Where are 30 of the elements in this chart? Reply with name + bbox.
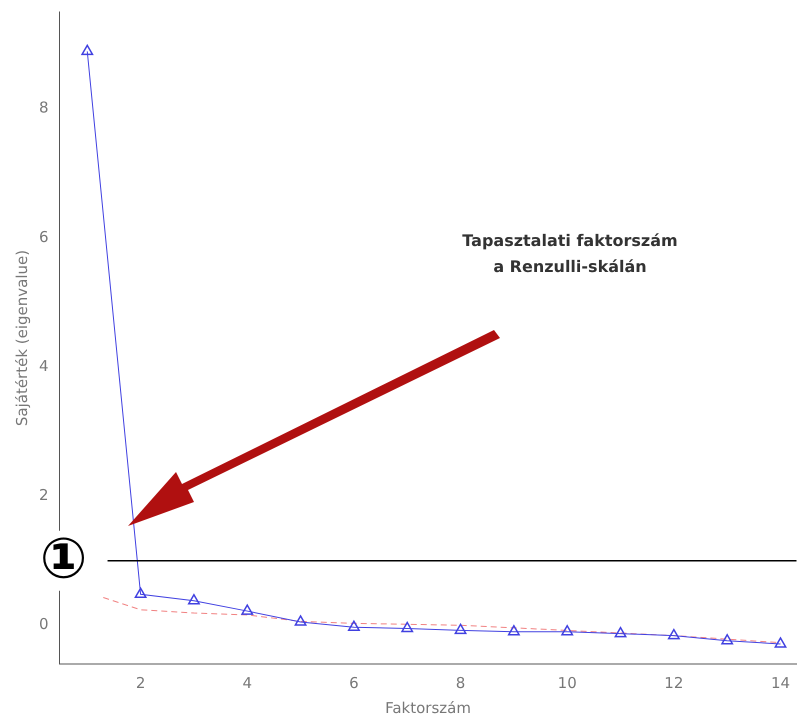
- point: [454, 624, 466, 634]
- x-axis-title: Faktorszám: [385, 698, 471, 717]
- ref-line-label: ①: [40, 526, 88, 592]
- point: [241, 604, 254, 615]
- x-tick-label: 2: [136, 674, 146, 692]
- point: [721, 634, 734, 645]
- point: [401, 622, 414, 632]
- y-axis-title: Sajátérték (eigenvalue): [12, 250, 31, 426]
- point: [561, 624, 574, 636]
- x-tick-label: 6: [349, 674, 359, 692]
- point: [508, 624, 520, 636]
- point: [774, 637, 786, 648]
- point: [614, 626, 626, 638]
- y-tick-label: 4: [38, 356, 49, 375]
- x-tick-label: 10: [558, 674, 577, 692]
- point: [81, 44, 94, 56]
- annotation: Tapasztalati faktorszám a Renzulli-skálán: [461, 230, 679, 278]
- y-tick-label: 6: [38, 228, 49, 246]
- point: [668, 628, 680, 640]
- x-tick-label: 8: [456, 674, 466, 692]
- x-tick-label: 12: [664, 674, 684, 692]
- x-tick-label: 14: [770, 674, 790, 692]
- y-tick-label: 8: [38, 98, 49, 117]
- point: [348, 620, 360, 631]
- x-tick-label: 4: [242, 674, 252, 692]
- point: [188, 594, 200, 604]
- y-tick-label: 0: [38, 615, 49, 634]
- point: [294, 615, 307, 626]
- y-tick-label: 2: [38, 486, 49, 504]
- point: [134, 588, 147, 598]
